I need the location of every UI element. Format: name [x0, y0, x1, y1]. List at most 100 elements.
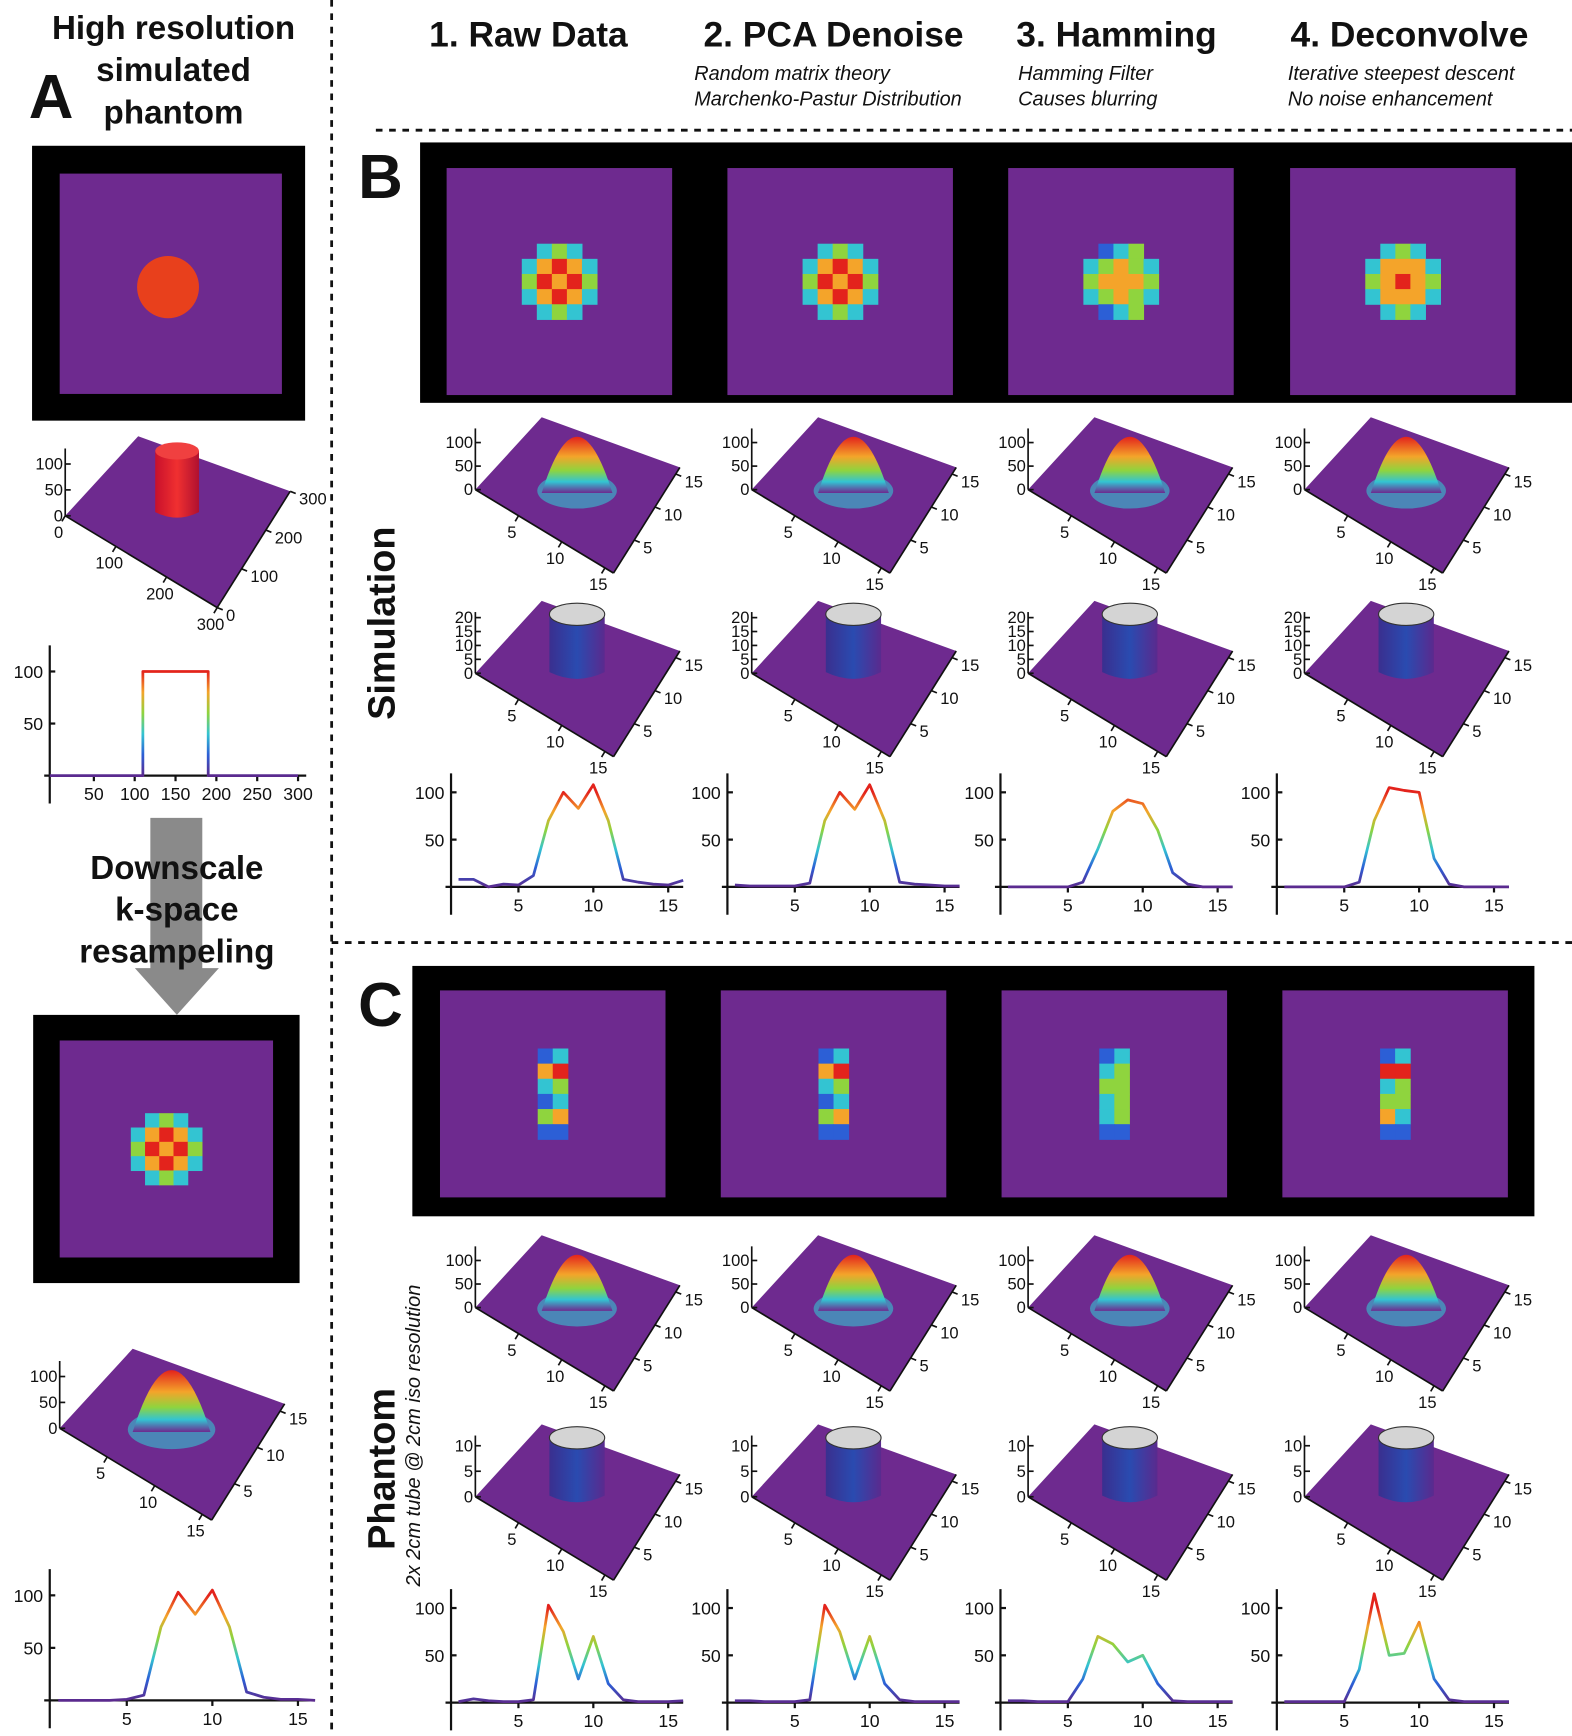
- image-pixel: [1114, 1124, 1130, 1140]
- surface-axis: [751, 1306, 891, 1392]
- z-tick-label: 10: [1284, 636, 1302, 655]
- image-pixel: [1099, 1093, 1115, 1110]
- y-tick-label: 50: [425, 830, 445, 850]
- y-tick-label: 15: [685, 1290, 703, 1309]
- y-tick: [654, 506, 661, 511]
- x-tick: [790, 698, 796, 706]
- z-tick-label: 10: [731, 636, 749, 655]
- y-tick: [1504, 656, 1511, 661]
- z-tick-label: 0: [1293, 480, 1302, 499]
- image-pixel: [833, 1078, 850, 1095]
- y-tick: [633, 539, 641, 544]
- y-tick: [910, 722, 917, 727]
- panel-label: B: [358, 143, 403, 212]
- x-tick-label: 15: [288, 1709, 308, 1729]
- y-tick-label: 5: [1472, 1356, 1481, 1375]
- image-pixel: [1083, 258, 1099, 275]
- x-tick-label: 5: [1336, 523, 1345, 542]
- image-pixel: [145, 1156, 160, 1172]
- image-pixel: [1380, 258, 1396, 275]
- y-tick: [1228, 473, 1235, 477]
- x-tick-label: 15: [658, 1711, 678, 1731]
- z-tick-label: 20: [1007, 608, 1025, 627]
- y-tick-label: 100: [14, 1586, 44, 1606]
- image-pixel: [551, 243, 568, 260]
- x-tick-label: 5: [1063, 895, 1073, 915]
- y-tick: [1483, 506, 1490, 511]
- image-pixel: [1099, 1078, 1115, 1095]
- y-tick: [1504, 1480, 1511, 1485]
- profile-line: [58, 1588, 316, 1702]
- image-pixel: [537, 1124, 554, 1140]
- image-pixel: [566, 243, 583, 260]
- image-pixel: [1365, 289, 1381, 305]
- x-tick-label: 10: [1375, 1556, 1393, 1575]
- image-pixel: [832, 289, 849, 305]
- y-tick: [910, 1357, 917, 1361]
- y-tick-label: 5: [643, 722, 652, 741]
- x-tick: [1386, 541, 1392, 548]
- image-pixel: [1395, 304, 1411, 320]
- image-pixel: [566, 289, 583, 305]
- surface-floor: [475, 600, 680, 757]
- z-tick-label: 100: [1275, 433, 1303, 452]
- x-tick-label: 10: [139, 1493, 157, 1512]
- x-tick-label: 10: [1099, 733, 1117, 752]
- z-tick-label: 5: [740, 650, 749, 669]
- image-pixel: [1395, 243, 1411, 260]
- z-tick-label: 0: [1017, 480, 1026, 499]
- y-tick-label: 5: [243, 1482, 252, 1501]
- image-pixel: [833, 1048, 850, 1065]
- image-pixel: [817, 273, 834, 290]
- image-pixel: [1425, 258, 1441, 275]
- y-tick: [1483, 689, 1490, 694]
- y-tick-label: 10: [1493, 689, 1511, 708]
- x-tick-label: 10: [822, 1556, 840, 1575]
- image-pixel: [130, 1127, 146, 1143]
- image-pixel: [551, 273, 568, 290]
- image-pixel: [1395, 273, 1411, 290]
- y-tick-label: 5: [919, 1545, 928, 1564]
- x-tick: [514, 698, 520, 706]
- image-pixel: [1380, 1124, 1396, 1140]
- image-pixel: [832, 304, 849, 320]
- image-pixel: [566, 273, 583, 290]
- image-pixel: [1128, 258, 1145, 275]
- y-tick: [265, 529, 272, 534]
- x-tick: [600, 567, 606, 574]
- y-tick-label: 10: [1217, 689, 1235, 708]
- image-pixel: [1098, 289, 1114, 305]
- y-tick: [1463, 722, 1470, 727]
- x-tick: [600, 1574, 606, 1581]
- panel-label: A: [29, 63, 74, 132]
- y-tick-label: 100: [250, 567, 278, 586]
- x-tick-label: 15: [186, 1522, 204, 1541]
- image-pixel: [1099, 1063, 1115, 1080]
- row-label: Simulation: [361, 527, 403, 720]
- y-tick-label: 10: [1217, 1512, 1235, 1531]
- z-tick-label: 10: [455, 636, 473, 655]
- image-pixel: [1128, 273, 1145, 290]
- y-tick-label: 10: [664, 1323, 682, 1342]
- x-tick: [600, 1385, 606, 1392]
- z-tick-label: 100: [998, 433, 1026, 452]
- surface-floor: [1028, 1424, 1233, 1581]
- z-tick-label: 0: [48, 1419, 57, 1438]
- image-pixel: [1128, 289, 1145, 305]
- x-tick: [877, 567, 882, 574]
- image-pixel: [833, 1124, 850, 1140]
- image-pixel: [537, 1048, 554, 1065]
- x-tick: [514, 515, 520, 522]
- z-tick-label: 50: [731, 457, 749, 476]
- x-tick-label: 5: [507, 523, 516, 542]
- image-pixel: [1083, 289, 1099, 305]
- x-tick: [1067, 515, 1072, 522]
- surface-axis: [1027, 1306, 1167, 1392]
- x-tick-label: 10: [822, 733, 840, 752]
- surface-floor: [1028, 600, 1233, 757]
- x-tick-label: 10: [546, 733, 564, 752]
- x-tick: [514, 1522, 520, 1529]
- image-pixel: [1365, 273, 1381, 290]
- dividers: [330, 0, 1572, 1736]
